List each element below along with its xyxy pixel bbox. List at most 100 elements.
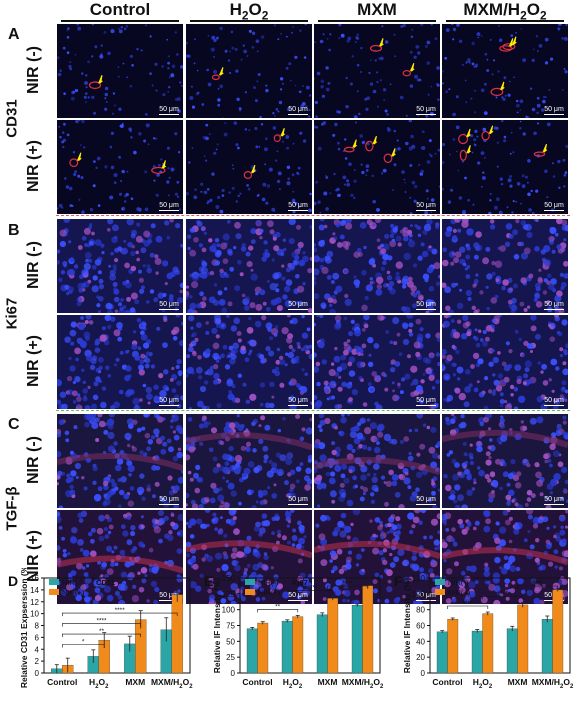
scale-bar: 50 μm [544, 202, 564, 211]
nucleus-dot [196, 303, 202, 309]
nucleus-dot [286, 107, 291, 111]
nucleus-dot [57, 511, 61, 518]
nucleus-dot [304, 484, 311, 491]
nucleus-dot [67, 552, 71, 556]
nucleus-dot [503, 139, 507, 143]
nucleus-dot [226, 379, 234, 387]
nucleus-dot [279, 454, 287, 462]
column-header: Control [89, 0, 151, 19]
micrograph-svg [186, 315, 312, 409]
nucleus-dot [123, 493, 130, 500]
nucleus-dot [177, 151, 181, 154]
nucleus-dot [336, 110, 340, 114]
nucleus-dot [110, 251, 114, 256]
nucleus-dot [422, 423, 427, 427]
nucleus-dot [132, 397, 140, 405]
nucleus-dot [380, 535, 384, 540]
nucleus-dot [493, 379, 500, 386]
nucleus-dot [513, 387, 519, 392]
nucleus-dot [522, 132, 526, 136]
scale-bar-line [416, 308, 436, 310]
nucleus-dot [126, 418, 134, 426]
nucleus-dot [561, 380, 567, 386]
nucleus-dot [116, 322, 123, 329]
nucleus-dot [179, 289, 183, 294]
nucleus-dot [340, 492, 347, 498]
micrograph-svg [442, 24, 568, 118]
nucleus-dot [450, 537, 456, 543]
nucleus-dot [394, 361, 401, 367]
nucleus-dot [102, 501, 108, 507]
nucleus-dot [166, 180, 170, 184]
nucleus-dot [412, 516, 420, 524]
scale-bar-label: 50 μm [288, 201, 308, 209]
nucleus-dot [443, 473, 448, 479]
y-tick-label: 2 [35, 657, 40, 666]
nucleus-dot [190, 85, 193, 88]
nucleus-dot [450, 261, 455, 266]
nucleus-dot [303, 344, 310, 352]
nucleus-dot [551, 432, 557, 438]
nucleus-dot [428, 285, 435, 292]
nucleus-dot [174, 394, 180, 400]
nucleus-dot [302, 251, 306, 255]
nucleus-dot [167, 67, 170, 70]
nucleus-dot [271, 531, 275, 536]
nucleus-dot [220, 598, 227, 604]
nucleus-dot [390, 359, 396, 365]
nucleus-dot [266, 184, 271, 188]
nucleus-dot [276, 347, 281, 352]
significance-bracket [62, 612, 178, 617]
nucleus-dot [473, 478, 477, 482]
nucleus-dot [533, 219, 538, 222]
nucleus-dot [138, 269, 142, 274]
nucleus-dot [175, 223, 181, 229]
nucleus-dot [363, 245, 367, 250]
nucleus-dot [542, 380, 549, 386]
nucleus-dot [230, 552, 238, 559]
nucleus-dot [248, 352, 252, 356]
nucleus-dot [552, 405, 559, 409]
nucleus-dot [57, 56, 60, 60]
nucleus-dot [409, 164, 413, 167]
nucleus-dot [342, 175, 347, 180]
nucleus-dot [119, 549, 126, 556]
micrograph-svg [186, 120, 312, 214]
bar [316, 614, 328, 674]
nucleus-dot [69, 61, 72, 64]
nucleus-dot [341, 381, 347, 387]
nucleus-dot [484, 336, 490, 342]
nucleus-dot [413, 600, 418, 604]
nucleus-dot [340, 416, 347, 424]
nucleus-dot [169, 425, 174, 429]
nucleus-dot [314, 322, 316, 327]
nucleus-dot [301, 102, 306, 106]
nucleus-dot [111, 482, 118, 488]
nucleus-dot [437, 454, 440, 460]
nucleus-dot [490, 297, 498, 304]
nucleus-dot [320, 85, 324, 89]
nucleus-dot [446, 354, 453, 361]
nucleus-dot [107, 228, 111, 232]
nucleus-dot [361, 343, 367, 349]
nucleus-dot [544, 169, 548, 174]
nucleus-dot [75, 357, 79, 362]
nucleus-dot [389, 562, 396, 568]
bar [517, 604, 529, 674]
nucleus-dot [268, 350, 275, 357]
nucleus-dot [180, 395, 183, 401]
nucleus-dot [107, 51, 111, 56]
nucleus-dot [409, 495, 417, 502]
nucleus-dot [93, 494, 102, 502]
nucleus-dot [180, 243, 183, 248]
nucleus-dot [110, 131, 114, 135]
nucleus-dot [508, 489, 515, 497]
nucleus-dot [250, 571, 257, 578]
nucleus-dot [458, 196, 463, 200]
nucleus-dot [316, 474, 323, 481]
vessel-ring [481, 130, 490, 141]
nucleus-dot [407, 240, 416, 248]
nucleus-dot [396, 332, 401, 337]
nucleus-dot [164, 533, 170, 539]
vessel-ring [402, 70, 412, 77]
